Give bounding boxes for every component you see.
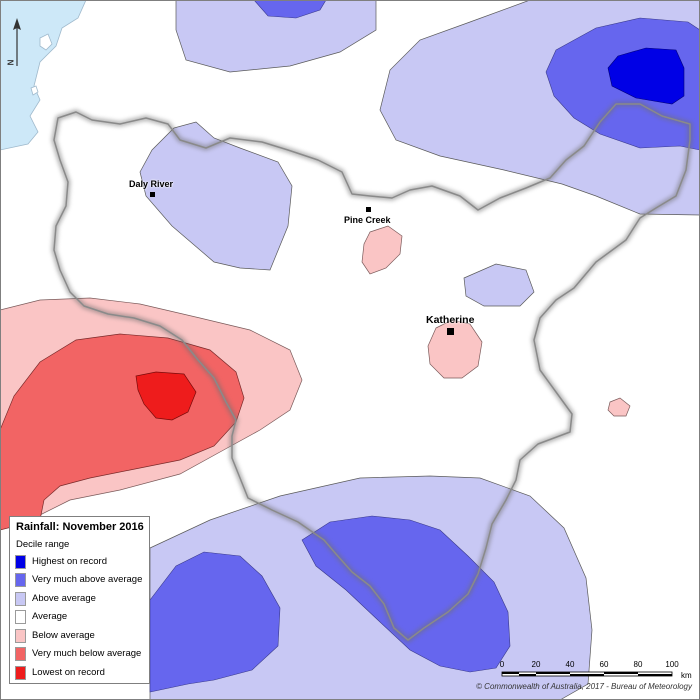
scale-tick-label: 0: [499, 660, 505, 669]
scale-tick-label: 20: [531, 660, 541, 669]
pine-creek-label: Pine Creek: [344, 215, 391, 225]
scale-bar: 0 20 40 60 80 100 km: [498, 660, 694, 684]
legend-item-label: Highest on record: [32, 556, 107, 567]
legend-item-above: Above average: [15, 591, 149, 607]
legend-swatch: [15, 592, 26, 606]
legend-item-label: Very much below average: [32, 648, 142, 659]
legend-item-label: Average: [32, 611, 68, 622]
island: [30, 85, 39, 96]
scale-unit: km: [681, 671, 692, 680]
legend-swatch: [15, 555, 26, 569]
island: [39, 33, 53, 51]
katherine-label: Katherine: [426, 314, 475, 326]
legend-item-lowest: Lowest on record: [15, 665, 149, 681]
legend-item-highest: Highest on record: [15, 554, 149, 570]
copyright-text: © Commonwealth of Australia, 2017 - Bure…: [476, 682, 692, 691]
legend: Rainfall: November 2016 Decile range Hig…: [9, 516, 150, 684]
scale-tick-label: 40: [565, 660, 575, 669]
katherine-marker: [447, 328, 454, 335]
legend-item-very-much-below: Very much below average: [15, 646, 149, 662]
legend-item-below: Below average: [15, 628, 149, 644]
legend-item-label: Below average: [32, 630, 95, 641]
legend-swatch: [15, 610, 26, 624]
scale-tick-label: 100: [665, 660, 679, 669]
highest-on-record-zone: [607, 47, 685, 105]
daly-river-marker: [150, 192, 155, 197]
lowest-on-record-zone: [135, 371, 197, 421]
region-boundary: [53, 103, 691, 641]
legend-item-label: Very much above average: [32, 574, 143, 585]
legend-swatch: [15, 629, 26, 643]
legend-item-average: Average: [15, 609, 149, 625]
legend-item-label: Lowest on record: [32, 667, 105, 678]
legend-title: Rainfall: November 2016: [16, 521, 144, 533]
sea-area: [0, 0, 87, 151]
legend-swatch: [15, 647, 26, 661]
legend-item-very-much-above: Very much above average: [15, 572, 149, 588]
legend-swatch: [15, 573, 26, 587]
daly-river-label: Daly River: [129, 179, 174, 189]
legend-swatch: [15, 666, 26, 680]
pine-creek-marker: [366, 207, 371, 212]
scale-tick-label: 80: [633, 660, 643, 669]
scale-tick-label: 60: [599, 660, 609, 669]
legend-subtitle: Decile range: [16, 539, 70, 550]
north-arrow-icon: [13, 18, 21, 66]
north-label: N: [6, 59, 16, 66]
legend-item-label: Above average: [32, 593, 96, 604]
scale-bar-graphic: [501, 671, 673, 677]
